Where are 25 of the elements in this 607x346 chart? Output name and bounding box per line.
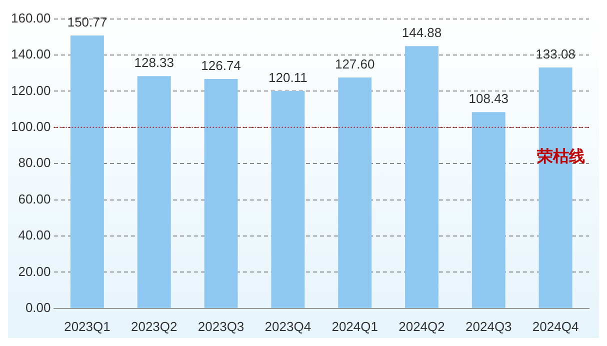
data-label: 133.08 xyxy=(536,46,576,62)
y-tick-label: 20.00 xyxy=(18,264,51,279)
data-label: 126.74 xyxy=(201,58,241,74)
x-tick-label: 2024Q3 xyxy=(466,318,512,334)
y-tick-label: 140.00 xyxy=(10,46,51,62)
y-tick-label: 120.00 xyxy=(10,82,51,98)
y-tick-label: 0.00 xyxy=(25,300,51,315)
data-label: 108.43 xyxy=(468,91,509,106)
x-tick-label: 2024Q4 xyxy=(532,318,579,334)
data-label: 128.33 xyxy=(134,55,174,70)
y-tick-label: 80.00 xyxy=(18,155,51,170)
y-tick-label: 40.00 xyxy=(18,228,51,243)
data-label: 144.88 xyxy=(402,25,442,40)
x-tick-label: 2023Q4 xyxy=(264,318,312,334)
data-label: 127.60 xyxy=(334,56,375,72)
y-tick-label: 160.00 xyxy=(10,10,51,26)
ref-line-label: 荣枯线 xyxy=(536,146,585,166)
x-tick-label: 2024Q2 xyxy=(398,318,445,334)
y-tick-label: 60.00 xyxy=(18,191,51,206)
x-tick-label: 2023Q1 xyxy=(64,318,110,334)
x-tick-label: 2023Q3 xyxy=(198,318,244,334)
x-tick-label: 2024Q1 xyxy=(332,318,378,334)
data-label: 120.11 xyxy=(268,70,308,86)
x-tick-label: 2023Q2 xyxy=(130,318,178,334)
y-tick-label: 100.00 xyxy=(10,118,51,134)
